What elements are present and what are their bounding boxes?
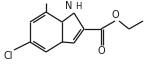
Text: O: O xyxy=(111,10,119,20)
Text: H: H xyxy=(75,2,81,11)
Text: N: N xyxy=(65,1,72,11)
Text: Cl: Cl xyxy=(41,0,51,2)
Text: Cl: Cl xyxy=(4,51,13,61)
Text: O: O xyxy=(97,46,105,56)
